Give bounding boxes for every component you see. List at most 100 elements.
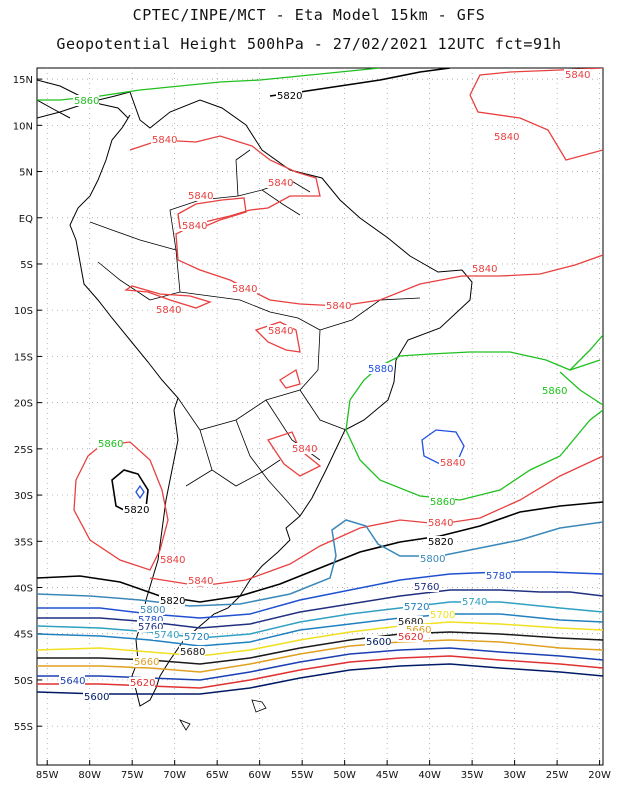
contour-label: 5780 [138, 615, 163, 626]
contour-label: 5640 [60, 676, 85, 687]
contour-label: 5720 [404, 602, 429, 613]
contour-label-bg [365, 636, 391, 647]
lat-tick-label: 5N [19, 168, 33, 179]
lat-tick-label: EQ [19, 214, 33, 225]
contour-label: 5780 [486, 571, 511, 582]
contour-label-bg [267, 177, 293, 188]
contour-label-bg [429, 609, 455, 620]
lat-tick-label: 30S [14, 491, 33, 502]
contour-5840 [73, 68, 603, 587]
contour-label: 5840 [494, 132, 519, 143]
contour-label: 5880 [368, 364, 393, 375]
contour-label: 5840 [268, 178, 293, 189]
lat-tick-label: 20S [14, 399, 33, 410]
contour-label: 5840 [565, 70, 590, 81]
contour-label-bg [137, 614, 163, 625]
contour-label-bg [485, 570, 511, 581]
contour-label-bg [151, 134, 177, 145]
contour-label: 5740 [154, 630, 179, 641]
contour-label-bg [493, 131, 519, 142]
lon-tick-label: 45W [376, 770, 399, 781]
contour-label: 5860 [98, 439, 123, 450]
contour-label-bg [427, 536, 453, 547]
contour-label: 5820 [277, 91, 302, 102]
contour-5700 [37, 621, 603, 657]
contour-label-bg [137, 621, 163, 632]
contour-label: 5800 [420, 554, 445, 565]
contour-5720 [37, 613, 603, 647]
contour-label: 5820 [160, 596, 185, 607]
contour-label-bg [155, 304, 181, 315]
contour-label: 5740 [462, 597, 487, 608]
contour-label: 5820 [428, 537, 453, 548]
lat-tick-label: 15N [13, 75, 33, 86]
contour-label-bg [187, 190, 213, 201]
lon-tick-label: 50W [333, 770, 356, 781]
contour-label: 5860 [542, 386, 567, 397]
lon-tick-label: 55W [291, 770, 314, 781]
contour-label: 5840 [268, 326, 293, 337]
contour-label-bg [427, 517, 453, 528]
contour-label-bg [471, 263, 497, 274]
contour-label-bg [461, 596, 487, 607]
lat-tick-label: 55S [14, 722, 33, 733]
contour-label: 5820 [124, 505, 149, 516]
lat-tick-label: 5S [20, 260, 33, 271]
contour-label: 5840 [232, 284, 257, 295]
lon-tick-label: 75W [121, 770, 144, 781]
lon-tick-label: 25W [546, 770, 569, 781]
contour-label-bg [139, 604, 165, 615]
contour-label-bg [159, 595, 185, 606]
contour-label-bg [179, 646, 205, 657]
islands [179, 699, 267, 731]
contour-label: 5700 [430, 610, 455, 621]
lat-tick-label: 10N [13, 121, 33, 132]
lat-tick-label: 25S [14, 445, 33, 456]
contour-label: 5620 [398, 632, 423, 643]
contour-label-bg [123, 504, 149, 515]
contour-label: 5660 [406, 625, 431, 636]
contour-label-bg [419, 553, 445, 564]
contour-label-bg [397, 631, 423, 642]
contour-label: 5600 [366, 637, 391, 648]
lon-tick-label: 65W [206, 770, 229, 781]
contour-label-bg [397, 616, 423, 627]
contour-label-bg [187, 575, 213, 586]
contour-label-bg [367, 363, 393, 374]
contour-label: 5840 [182, 221, 207, 232]
contour-label-bg [291, 443, 317, 454]
contour-label-bg [159, 554, 185, 565]
contour-label-bg [429, 496, 455, 507]
lon-tick-label: 20W [588, 770, 611, 781]
contour-label: 5720 [184, 632, 209, 643]
contour-label-bg [59, 675, 85, 686]
contour-label: 5620 [130, 678, 155, 689]
contour-label-bg [405, 624, 431, 635]
contour-label-bg [129, 677, 155, 688]
lon-tick-label: 70W [163, 770, 186, 781]
contour-label-bg [276, 90, 302, 101]
contour-labels: 5820586058405840584058405840584058405840… [59, 69, 590, 703]
lon-tick-label: 85W [36, 770, 59, 781]
lat-tick-label: 35S [14, 537, 33, 548]
contour-label: 5840 [156, 305, 181, 316]
contour-label-bg [183, 631, 209, 642]
contour-label: 5760 [138, 622, 163, 633]
map-subtitle: Geopotential Height 500hPa - 27/02/2021 … [56, 35, 562, 53]
contour-label-bg [181, 220, 207, 231]
contour-label-bg [541, 385, 567, 396]
contour-5660 [37, 639, 603, 673]
contour-label-bg [231, 283, 257, 294]
lon-tick-label: 35W [461, 770, 484, 781]
contour-label: 5760 [414, 582, 439, 593]
lat-tick-label: 45S [14, 630, 33, 641]
contour-5880 [135, 429, 465, 500]
contour-label: 5680 [180, 647, 205, 658]
contour-label-bg [564, 69, 590, 80]
contour-label-bg [153, 629, 179, 640]
axis-labels: 85W 80W 75W 70W 65W 60W 55W 50W 45W 40W 35W 30W 25W 2… [13, 75, 611, 781]
south-america-coastline [37, 91, 473, 707]
lon-tick-label: 30W [503, 770, 526, 781]
lon-tick-label: 40W [418, 770, 441, 781]
lon-tick-label: 80W [78, 770, 101, 781]
